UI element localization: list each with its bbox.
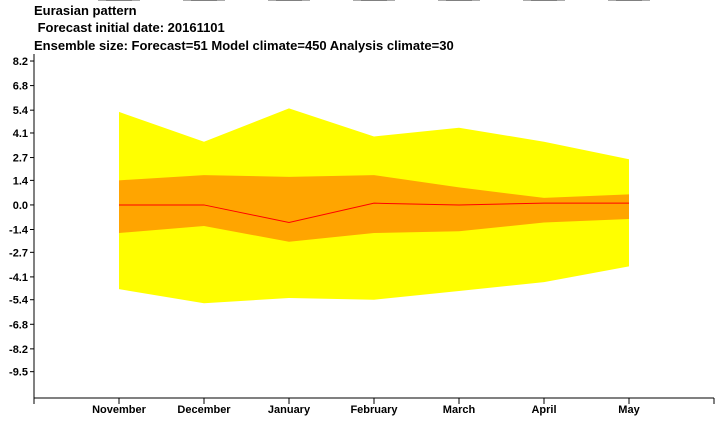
- y-tick-label: -5.4: [9, 295, 29, 307]
- x-tick-label-april: April: [531, 404, 556, 416]
- forecast-date: Forecast initial date: 20161101: [34, 20, 225, 35]
- x-tick-label-february: February: [350, 404, 398, 416]
- y-tick-label: 6.8: [13, 81, 28, 93]
- y-tick-label: 2.7: [13, 153, 28, 165]
- x-tick-label-january: January: [268, 404, 311, 416]
- x-tick-label-november: November: [92, 404, 147, 416]
- y-tick-label: -4.1: [9, 272, 28, 284]
- ensemble-size: Ensemble size: Forecast=51 Model climate…: [34, 38, 454, 53]
- y-tick-label: -2.7: [9, 247, 28, 259]
- climate-median-line: [119, 202, 629, 224]
- chart-title: Eurasian pattern: [34, 3, 137, 18]
- y-tick-label: 0.0: [13, 200, 28, 212]
- y-tick-label: 4.1: [13, 128, 28, 140]
- y-tick-label: -8.2: [9, 344, 28, 356]
- x-tick-label-may: May: [618, 404, 640, 416]
- x-tick-label-december: December: [177, 404, 231, 416]
- y-tick-label: 5.4: [13, 105, 29, 117]
- y-tick-label: -6.8: [9, 319, 28, 331]
- x-tick-label-march: March: [443, 404, 476, 416]
- y-tick-label: 8.2: [13, 56, 28, 68]
- y-tick-label: -1.4: [9, 225, 29, 237]
- y-tick-label: 1.4: [13, 175, 29, 187]
- climate-band-inner: [119, 175, 629, 242]
- y-tick-label: -9.5: [9, 367, 28, 379]
